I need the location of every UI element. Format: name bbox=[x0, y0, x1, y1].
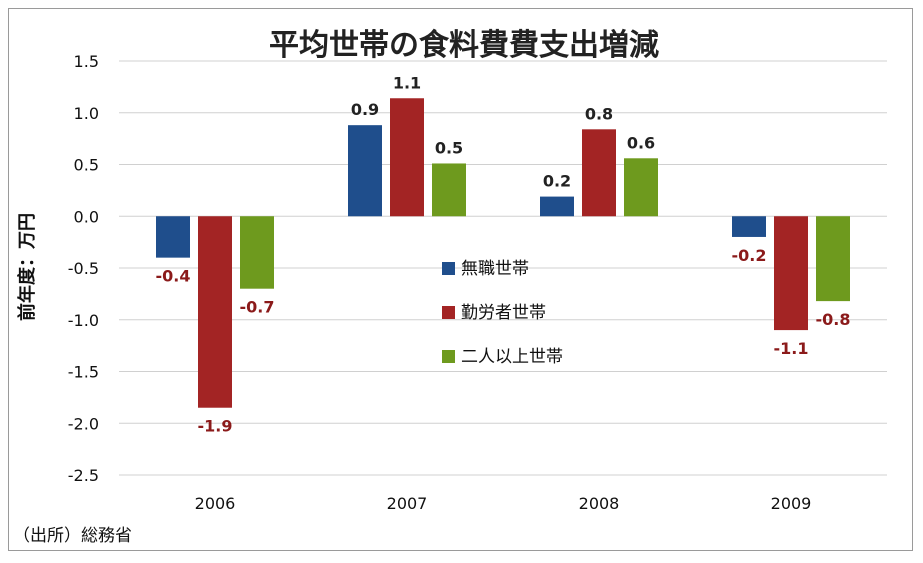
legend-entry: 勤労者世帯 bbox=[461, 303, 546, 323]
y-tick-label: 1.0 bbox=[74, 104, 99, 123]
y-tick-label: -0.5 bbox=[68, 259, 99, 278]
chart-title: 平均世帯の食料費費支出増減 bbox=[269, 28, 659, 63]
bar bbox=[390, 98, 424, 217]
x-category-label: 2009 bbox=[771, 494, 812, 513]
bar bbox=[198, 216, 232, 408]
y-tick-label: -1.5 bbox=[68, 363, 99, 382]
bars bbox=[156, 98, 850, 408]
y-tick-label: 0.5 bbox=[74, 156, 99, 175]
bar bbox=[816, 216, 850, 302]
data-label: -0.7 bbox=[240, 298, 275, 317]
data-label: 0.9 bbox=[351, 100, 379, 119]
data-label: -0.4 bbox=[156, 267, 191, 286]
bar bbox=[432, 163, 466, 217]
bar bbox=[774, 216, 808, 331]
legend-entry: 二人以上世帯 bbox=[461, 347, 563, 367]
chart-svg: 平均世帯の食料費費支出増減 1.5 1.0 0.5 0.0 -0.5 -1.0 -1.5 -2… bbox=[13, 28, 887, 546]
y-tick-label: -1.0 bbox=[68, 311, 99, 330]
data-label: -1.1 bbox=[774, 339, 809, 358]
data-label: 0.8 bbox=[585, 104, 613, 123]
bar bbox=[348, 125, 382, 217]
x-category-label: 2007 bbox=[387, 494, 428, 513]
bar bbox=[582, 129, 616, 217]
data-label: -0.2 bbox=[732, 246, 767, 265]
bar bbox=[540, 196, 574, 217]
data-label: 0.6 bbox=[627, 133, 655, 152]
y-tick-label: -2.5 bbox=[68, 466, 99, 485]
legend-swatch bbox=[442, 306, 455, 319]
source-note: （出所）総務省 bbox=[13, 526, 132, 546]
y-axis-ticks: 1.5 1.0 0.5 0.0 -0.5 -1.0 -1.5 -2.0 -2.5 bbox=[68, 52, 99, 485]
bar bbox=[732, 216, 766, 237]
legend-entry: 無職世帯 bbox=[461, 259, 529, 279]
y-tick-label: 0.0 bbox=[74, 207, 99, 226]
data-label: -0.8 bbox=[816, 310, 851, 329]
data-labels: -0.4 -1.9 -0.7 0.9 1.1 0.5 0.2 0.8 0.6 -0.2 -1.1 -0… bbox=[156, 73, 851, 435]
legend-swatch bbox=[442, 350, 455, 363]
data-label: -1.9 bbox=[198, 417, 233, 436]
legend-swatch bbox=[442, 262, 455, 275]
data-label: 1.1 bbox=[393, 73, 421, 92]
bar bbox=[156, 216, 190, 258]
x-category-label: 2008 bbox=[579, 494, 620, 513]
bar bbox=[240, 216, 274, 289]
data-label: 0.2 bbox=[543, 172, 571, 191]
x-category-label: 2006 bbox=[195, 494, 236, 513]
y-axis-label: 前年度：万円 bbox=[16, 213, 38, 321]
y-tick-label: 1.5 bbox=[74, 52, 99, 71]
bar bbox=[624, 158, 658, 217]
y-tick-label: -2.0 bbox=[68, 414, 99, 433]
x-axis-categories: 2006 2007 2008 2009 bbox=[195, 494, 812, 513]
chart-frame: 平均世帯の食料費費支出増減 1.5 1.0 0.5 0.0 -0.5 -1.0 -1.5 -2… bbox=[8, 8, 913, 551]
data-label: 0.5 bbox=[435, 138, 463, 157]
